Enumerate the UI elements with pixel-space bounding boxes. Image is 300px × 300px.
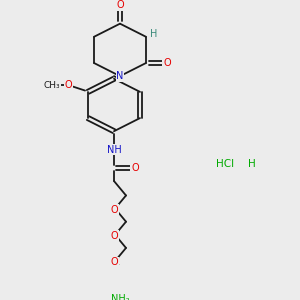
Text: CH₃: CH₃ <box>44 81 60 90</box>
Text: O: O <box>163 58 171 68</box>
Text: H: H <box>248 159 256 169</box>
Text: H: H <box>150 29 157 39</box>
Text: O: O <box>110 257 118 267</box>
Text: O: O <box>110 205 118 215</box>
Text: HCl: HCl <box>216 159 234 169</box>
Text: O: O <box>110 231 118 241</box>
Text: N: N <box>116 71 124 81</box>
Text: O: O <box>65 80 72 90</box>
Text: NH: NH <box>106 145 122 154</box>
Text: O: O <box>131 163 139 173</box>
Text: NH₂: NH₂ <box>111 294 129 300</box>
Text: O: O <box>116 0 124 10</box>
